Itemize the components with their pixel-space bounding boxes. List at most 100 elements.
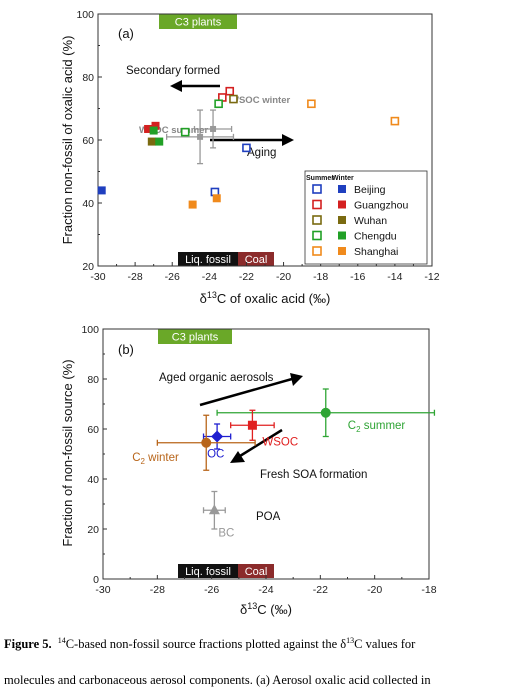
axis-ticks: -30 -28 -26 -24 -22 -20 -18 0 20 40 60 80 100 xyxy=(81,324,436,596)
x-tick-label: -18 xyxy=(313,271,328,283)
legend-winter-beijing xyxy=(338,185,346,193)
x-tick-label: -28 xyxy=(150,584,165,596)
liq-fossil-band-label: Liq. fossil xyxy=(185,254,231,266)
c3-plants-band xyxy=(159,14,237,29)
point-chengdu-winter xyxy=(149,126,158,135)
liq-fossil-band-label: Liq. fossil xyxy=(185,566,231,578)
secondary-formed-label: Secondary formed xyxy=(126,65,220,77)
point-0-label-prefix: C xyxy=(348,420,356,432)
point-beijing-winter xyxy=(97,186,106,195)
x-tick-label: -20 xyxy=(276,271,291,283)
y-axis-label: Fraction non-fossil of oxalic acid (%) xyxy=(60,36,75,245)
caption-line-1: Figure 5. 14C-based non-fossil source fra… xyxy=(4,636,501,652)
wsoc-summer-marker xyxy=(197,133,204,140)
x-tick-label: -24 xyxy=(258,584,273,596)
fresh-soa-arrow xyxy=(239,428,283,458)
point-3-label: C2 winter xyxy=(132,452,179,466)
caption-line-2: molecules and carbonaceous aerosol compo… xyxy=(4,673,431,687)
legend-winter-wuhan xyxy=(338,216,346,224)
point-guangzhou-summer xyxy=(225,86,235,96)
point-1-marker xyxy=(247,420,257,430)
panel-b-scatter: C3 plants Liq. fossil Coal -30 -28 -26 -24 -… xyxy=(60,324,437,617)
point-guangzhou-winter xyxy=(151,121,160,130)
point-shanghai-winter xyxy=(188,200,197,209)
aging-arrowhead xyxy=(282,134,294,146)
point-1-label: WSOC xyxy=(262,436,298,448)
aging-label: Aging xyxy=(247,147,276,159)
x-tick-label: -30 xyxy=(95,584,110,596)
legend-winter-shanghai xyxy=(338,247,346,255)
figure-number: Figure 5. xyxy=(4,637,52,651)
legend-label-wuhan: Wuhan xyxy=(354,215,387,227)
x-tick-label: -20 xyxy=(367,584,382,596)
figure-5: C3 plants Liq. fossil Coal -30 -28 -26 -24 -… xyxy=(60,9,440,617)
y-tick-label: 0 xyxy=(93,574,99,586)
legend-winter-chengdu xyxy=(338,231,346,240)
poa-label: POA xyxy=(256,511,281,523)
coal-band xyxy=(238,564,274,578)
city-points xyxy=(97,86,400,209)
wsoc-points xyxy=(166,109,235,165)
c3-plants-band-label: C3 plants xyxy=(172,332,219,344)
legend-label-shanghai: Shanghai xyxy=(354,246,398,258)
legend-box xyxy=(304,170,428,265)
x-tick-label: -14 xyxy=(387,271,402,283)
wsoc-summer-label: WSOC summer xyxy=(139,125,208,136)
legend-summer-wuhan xyxy=(312,215,322,225)
point-chengdu-summer xyxy=(180,127,190,137)
caption-text-1b: C values for xyxy=(354,637,416,651)
y-tick-label: 80 xyxy=(87,374,99,386)
y-axis-label: Fraction of non-fossil source (%) xyxy=(60,359,75,546)
point-4-label: BC xyxy=(218,527,234,539)
liq-fossil-band xyxy=(178,252,238,266)
coal-band-label: Coal xyxy=(245,566,268,578)
x-tick-label: -26 xyxy=(165,271,180,283)
caption-sup-14: 14 xyxy=(57,635,66,645)
point-shanghai-summer xyxy=(307,99,316,109)
point-3-label-suffix: winter xyxy=(145,452,179,464)
y-tick-label: 40 xyxy=(87,474,99,486)
point-3-label-sub: 2 xyxy=(141,457,146,466)
legend-summer-guangzhou xyxy=(312,199,322,210)
fresh-soa-arrowhead xyxy=(230,451,245,463)
point-0-marker xyxy=(320,407,331,418)
point-4-marker xyxy=(208,504,220,515)
x-tick-label: -26 xyxy=(204,584,219,596)
point-beijing-summer xyxy=(242,143,251,153)
point-wuhan-winter xyxy=(147,137,156,146)
y-tick-label: 20 xyxy=(82,261,94,273)
caption-sup-13: 13 xyxy=(346,635,355,645)
x-axis-label: δ13C of oxalic acid (‰) xyxy=(200,290,331,306)
liq-fossil-band xyxy=(178,564,238,578)
point-2-label: OC xyxy=(207,449,224,461)
legend-label-guangzhou: Guangzhou xyxy=(354,200,408,212)
legend: Summer Winter Beijing Guangzhou Wuhan Cheng… xyxy=(304,170,428,265)
c3-plants-band-label: C3 plants xyxy=(175,17,222,29)
x-tick-label: -28 xyxy=(128,271,143,283)
y-tick-label: 40 xyxy=(82,198,94,210)
point-0-label: C2 summer xyxy=(348,420,406,434)
x-tick-label: -22 xyxy=(239,271,254,283)
wsoc-winter-label: WSOC winter xyxy=(230,95,290,106)
point-chengdu-summer xyxy=(214,99,223,109)
y-tick-label: 80 xyxy=(82,72,94,84)
wsoc-winter-marker xyxy=(210,125,217,132)
c3-plants-band xyxy=(158,329,232,344)
point-0-label-suffix: summer xyxy=(361,420,406,432)
x-tick-label: -16 xyxy=(350,271,365,283)
x-axis-label: δ13C (‰) xyxy=(240,601,292,617)
point-shanghai-summer xyxy=(390,116,400,126)
point-3-label-prefix: C xyxy=(132,452,140,464)
panel-label: (a) xyxy=(118,26,134,41)
legend-label-beijing: Beijing xyxy=(354,184,386,196)
panel-label: (b) xyxy=(118,342,134,357)
legend-summer-header: Summer xyxy=(306,175,334,182)
x-tick-label: -30 xyxy=(90,271,105,283)
point-shanghai-winter xyxy=(212,194,221,203)
point-0-label-sub: 2 xyxy=(356,425,361,434)
secondary-formed-arrowhead xyxy=(170,80,182,92)
x-tick-label: -22 xyxy=(313,584,328,596)
point-chengdu-winter xyxy=(155,137,164,146)
panel-a-scatter: C3 plants Liq. fossil Coal -30 -28 -26 -24-… xyxy=(60,9,440,306)
legend-summer-shanghai xyxy=(312,246,322,256)
